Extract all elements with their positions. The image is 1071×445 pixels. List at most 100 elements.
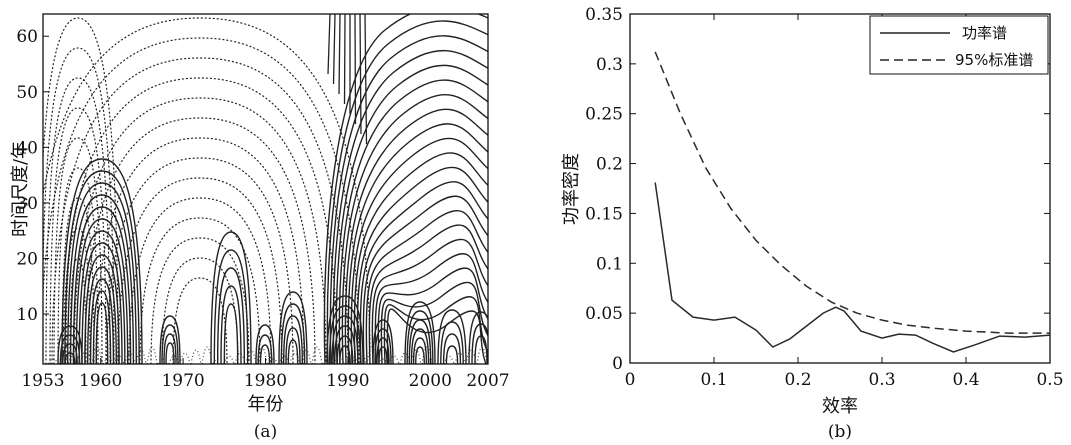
contour-negative [128,197,272,364]
contour-negative [377,358,389,364]
contour-negative [322,358,334,364]
contour-positive [278,291,308,364]
panel-a-ytick-label: 10 [16,305,38,325]
contour-positive [255,324,275,364]
contour-positive [64,170,140,364]
series-line-2 [654,51,1050,334]
contour-positive [374,253,488,364]
contour-negative [91,346,103,364]
contour-positive [362,195,488,364]
contour-negative [245,349,257,364]
panel-b-ytick-label: 0 [612,354,623,374]
contour-positive [365,210,488,364]
panel-b-ytick-label: 0.3 [596,55,623,75]
contour-negative [344,352,356,364]
panel-b-xtick-label: 0.1 [700,370,727,390]
panel-a-xtick-label: 1953 [21,371,64,391]
contour-positive [282,315,304,364]
contour-positive [343,14,346,105]
panel-b-ytick-label: 0.35 [585,5,623,25]
contour-negative [179,352,191,364]
contour-positive [371,238,488,364]
contour-negative [201,346,213,364]
contour-negative [212,358,224,364]
contour-positive [378,346,388,364]
contour-negative [399,352,411,364]
contour-positive [442,333,462,364]
contour-negative [443,355,455,364]
contour-negative [234,352,246,364]
panel-a-ylabel: 时间尺度/年 [10,141,31,237]
contour-positive [64,352,76,364]
contour-negative [106,157,294,364]
contour-positive [220,285,242,364]
contour-positive [163,333,177,364]
contour-negative [117,177,283,364]
contour-positive [332,14,336,85]
contour-positive [359,181,488,364]
contour-positive [213,249,249,364]
contour-positive [285,327,301,364]
contour-lines [43,14,488,364]
panel-a-xtick-label: 2000 [409,371,452,391]
contour-negative [300,349,312,364]
contour-positive [404,301,436,364]
contour-positive [95,302,109,364]
panel-b-xtick-label: 0.3 [868,370,895,390]
panel-a-xtick-label: 1990 [326,371,369,391]
contour-positive [372,319,394,364]
contour-negative [45,77,111,364]
panel-a: 1953 1960 1970 1980 1990 2000 2007 10 20 30 40 50 60… [10,13,510,442]
contour-positive [67,182,137,364]
contour-positive [161,324,179,364]
panel-a-xtick-label: 1970 [161,371,204,391]
contour-positive [327,14,331,75]
contour-negative [102,358,114,364]
contour-negative [150,237,250,364]
panel-b-caption: (b) [828,422,852,442]
contour-positive [412,337,428,364]
contour-negative [366,346,378,364]
contour-positive [350,137,488,364]
panel-a-xtick-label: 1980 [244,371,287,391]
panel-a-ytick-label: 60 [16,27,38,47]
contour-positive [437,309,467,364]
contour-positive [62,343,78,364]
contour-positive [338,79,488,364]
contour-positive [380,281,488,364]
contour-positive [353,152,488,364]
contour-positive [335,64,488,364]
panel-a-xtick-label: 2007 [466,371,509,391]
contour-positive [259,344,271,364]
panel-a-ytick-label: 40 [16,138,38,158]
panel-b-ytick-label: 0.05 [585,304,623,324]
contour-negative [161,257,239,364]
contour-positive [326,20,488,364]
contour-positive [364,14,368,145]
legend-box [869,15,1049,75]
contour-positive [377,267,488,364]
contour-negative [465,349,477,364]
contour-negative [355,349,367,364]
contour-positive [347,123,488,364]
contour-positive [344,108,488,364]
contour-positive [332,49,488,364]
contour-positive [92,290,112,364]
contour-positive [75,218,129,364]
contour-positive [61,158,143,364]
panel-b-ylabel: 功率密度 [561,153,582,225]
contour-positive [359,14,362,135]
contour-positive [81,242,123,364]
contour-negative [267,358,279,364]
contour-positive [210,231,252,364]
contour-positive [216,267,246,364]
contour-negative [53,137,103,364]
panel-b-xtick-label: 0.4 [952,370,979,390]
panel-b: 0 0.1 0.2 0.3 0.4 0.5 0 0.05 0.1 0.15 0.2 0.25 0.3 0.… [561,5,1064,442]
contour-positive [415,346,425,364]
panel-a-ytick-label: 50 [16,83,38,103]
panel-a-xlabel: 年份 [248,394,284,415]
contour-negative [432,358,444,364]
contour-negative [43,47,115,364]
